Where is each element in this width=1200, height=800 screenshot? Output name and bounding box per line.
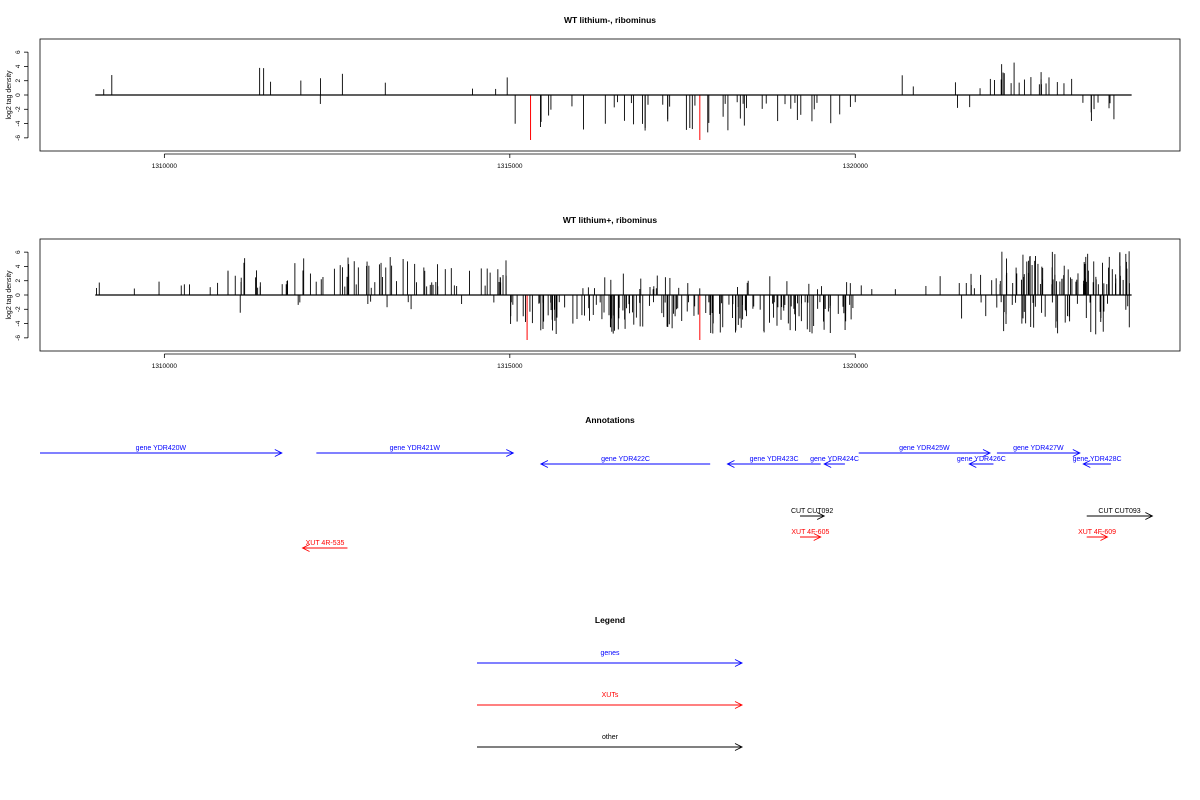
legend-arrowhead-icon [734,743,744,751]
x-tick-label: 1320000 [843,163,869,170]
panel-title: WT lithium-, ribominus [564,15,656,25]
x-axis: 1310000 1315000 1320000 [152,153,869,170]
legend-title: Legend [595,615,625,625]
feature-label: gene YDR421W [390,445,441,452]
y-tick-label: 4 [15,64,22,68]
legend-arrowhead-icon [734,701,744,709]
track-panel-lithium-minus: WT lithium-, ribominus log2 tag density … [6,15,1181,170]
y-axis: 6 4 2 0 -2 -4 -6 [15,50,29,141]
y-tick-label: -4 [15,320,22,326]
feature-arrowhead-icon [1072,449,1081,457]
annotations-track: Annotations gene YDR420W gene YDR421Wgene… [40,415,1154,552]
feature-arrowhead-icon [816,512,826,520]
x-tick-label: 1310000 [152,163,178,170]
y-tick-label: 2 [15,279,22,283]
y-tick-label: 2 [15,79,22,83]
bar-series [103,62,1115,140]
legend-items: genes XUTs other [477,650,744,751]
legend-label: XUTs [602,692,619,699]
bar-series [96,251,1130,340]
x-tick-label: 1320000 [843,363,869,370]
y-tick-label: -6 [15,335,22,341]
feature-arrowhead-icon [982,449,992,457]
feature-arrowhead-icon [539,460,549,468]
feature-label: gene YDR426C [957,456,1006,463]
y-tick-label: -2 [15,106,22,112]
y-axis-label: log2 tag density [6,70,13,120]
y-tick-label: -4 [15,120,22,126]
y-tick-label: 0 [15,293,22,297]
panel-title: WT lithium+, ribominus [563,215,657,225]
feature-label: CUT CUT093 [1098,508,1140,515]
legend: Legend genes XUTs other [477,615,744,751]
x-axis: 1310000 1315000 1320000 [152,353,869,370]
feature-label: gene YDR422C [601,456,650,463]
feature-label: XUT 4R-535 [306,540,345,547]
y-tick-label: 4 [15,264,22,268]
y-tick-label: 6 [15,250,22,254]
y-tick-label: 6 [15,50,22,54]
feature-arrowhead-icon [968,460,977,468]
feature-label: gene YDR425W [899,445,950,452]
plot-frame [39,238,1181,352]
x-tick-label: 1315000 [497,363,523,370]
legend-label: genes [600,650,620,657]
y-tick-label: -6 [15,135,22,141]
feature-label: gene YDR427W [1013,445,1064,452]
feature-arrowhead-icon [1145,512,1154,520]
x-tick-label: 1310000 [152,363,178,370]
feature-label: CUT CUT092 [791,508,833,515]
y-tick-label: -2 [15,306,22,312]
legend-label: other [602,734,619,741]
feature-arrows: gene YDR420W gene YDR421W gene YDR422C gene… [40,445,1154,552]
legend-arrowhead-icon [734,659,744,667]
feature-label: gene YDR420W [136,445,187,452]
feature-arrowhead-icon [726,460,735,468]
y-tick-label: 0 [15,93,22,97]
y-axis: 6 4 2 0 -2 -4 -6 [15,250,29,341]
feature-arrowhead-icon [301,544,310,552]
feature-arrowhead-icon [823,460,832,468]
feature-arrowhead-icon [274,449,283,457]
feature-label: gene YDR428C [1073,456,1122,463]
feature-label: XUT 4F-609 [1078,529,1116,536]
feature-arrowhead-icon [506,449,515,457]
feature-label: gene YDR423C [750,456,799,463]
feature-arrowhead-icon [813,533,822,541]
feature-arrowhead-icon [1100,533,1109,541]
annotations-title: Annotations [585,415,635,425]
feature-arrowhead-icon [1082,460,1091,468]
feature-label: gene YDR424C [810,456,859,463]
y-axis-label: log2 tag density [6,270,13,320]
x-tick-label: 1315000 [497,163,523,170]
plot-frame [39,38,1181,152]
track-panel-lithium-plus: WT lithium+, ribominus log2 tag density … [6,215,1181,370]
feature-label: XUT 4F-605 [791,529,829,536]
